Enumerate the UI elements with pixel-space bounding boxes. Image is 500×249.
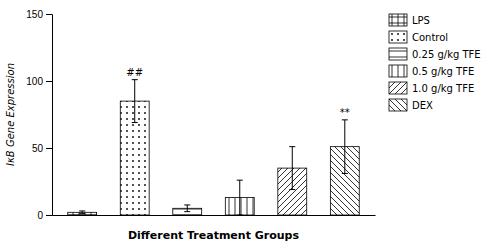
legend-label: LPS bbox=[412, 15, 430, 26]
legend-label: 0.5 g/kg TFE bbox=[412, 66, 474, 77]
legend-swatch bbox=[389, 65, 407, 77]
error-bar-stem bbox=[239, 180, 240, 215]
y-tick-mark bbox=[46, 215, 52, 216]
error-bar-cap bbox=[132, 79, 138, 80]
error-bar-cap bbox=[237, 215, 243, 216]
y-tick: 0 bbox=[37, 210, 52, 221]
error-bar bbox=[289, 147, 295, 190]
plot: 0 50 100 150 ## ** bbox=[26, 9, 375, 221]
x-axis-line bbox=[53, 215, 376, 216]
error-bar bbox=[132, 80, 138, 123]
annotation: ## bbox=[126, 67, 143, 78]
legend-item: LPS bbox=[389, 14, 430, 26]
y-tick-mark bbox=[46, 81, 52, 82]
y-tick-label: 150 bbox=[26, 9, 43, 20]
annotations: ## ** bbox=[126, 67, 349, 118]
y-axis-line bbox=[46, 15, 53, 216]
chart: 0 50 100 150 ## ** Different Treatment Groups I… bbox=[0, 0, 500, 249]
y-tick: 50 bbox=[32, 143, 52, 154]
legend-label: 1.0 g/kg TFE bbox=[412, 83, 474, 94]
y-axis-title: IκB Gene Expression bbox=[5, 63, 16, 166]
y-tick: 150 bbox=[26, 9, 52, 20]
error-bar-stem bbox=[187, 205, 188, 212]
error-bar-stem bbox=[292, 147, 293, 190]
error-bar-cap bbox=[342, 173, 348, 174]
legend-item: 1.0 g/kg TFE bbox=[389, 82, 474, 94]
error-bar-cap bbox=[289, 146, 295, 147]
error-bar-cap bbox=[237, 180, 243, 181]
x-axis bbox=[53, 215, 376, 216]
legend-swatch bbox=[389, 99, 407, 111]
y-tick-mark bbox=[46, 14, 52, 15]
error-bar-cap bbox=[79, 210, 85, 211]
error-bar-cap bbox=[289, 189, 295, 190]
error-bar-stem bbox=[134, 80, 135, 123]
marks bbox=[68, 80, 359, 215]
y-tick-mark bbox=[46, 148, 52, 149]
error-bar bbox=[79, 211, 85, 214]
legend-swatch bbox=[389, 14, 407, 26]
y-tick: 100 bbox=[26, 76, 52, 87]
legend-item: 0.25 g/kg TFE bbox=[389, 48, 481, 60]
legend-item: 0.5 g/kg TFE bbox=[389, 65, 474, 77]
legend-label: Control bbox=[412, 32, 448, 43]
legend: LPS Control 0.25 g/kg TFE 0.5 g/kg TFE 1.0 g… bbox=[389, 14, 481, 111]
error-bar-stem bbox=[344, 120, 345, 174]
y-tick-label: 50 bbox=[32, 143, 44, 154]
x-axis-title: Different Treatment Groups bbox=[128, 229, 299, 242]
y-axis: 0 50 100 150 bbox=[26, 9, 52, 221]
legend-item: Control bbox=[389, 31, 448, 43]
legend-item: DEX bbox=[389, 99, 433, 111]
error-bar-cap bbox=[132, 122, 138, 123]
error-bar-cap bbox=[342, 119, 348, 120]
error-bar-cap bbox=[184, 211, 190, 212]
legend-label: DEX bbox=[412, 100, 433, 111]
error-bar bbox=[342, 120, 348, 174]
error-bar-cap bbox=[184, 204, 190, 205]
y-tick-label: 0 bbox=[37, 210, 43, 221]
error-bar bbox=[237, 180, 243, 215]
legend-label: 0.25 g/kg TFE bbox=[412, 49, 481, 60]
error-bar-cap bbox=[79, 213, 85, 214]
error-bar bbox=[184, 205, 190, 212]
legend-swatch bbox=[389, 48, 407, 60]
annotation: ** bbox=[340, 107, 350, 118]
y-tick-label: 100 bbox=[26, 76, 43, 87]
legend-swatch bbox=[389, 82, 407, 94]
legend-swatch bbox=[389, 31, 407, 43]
